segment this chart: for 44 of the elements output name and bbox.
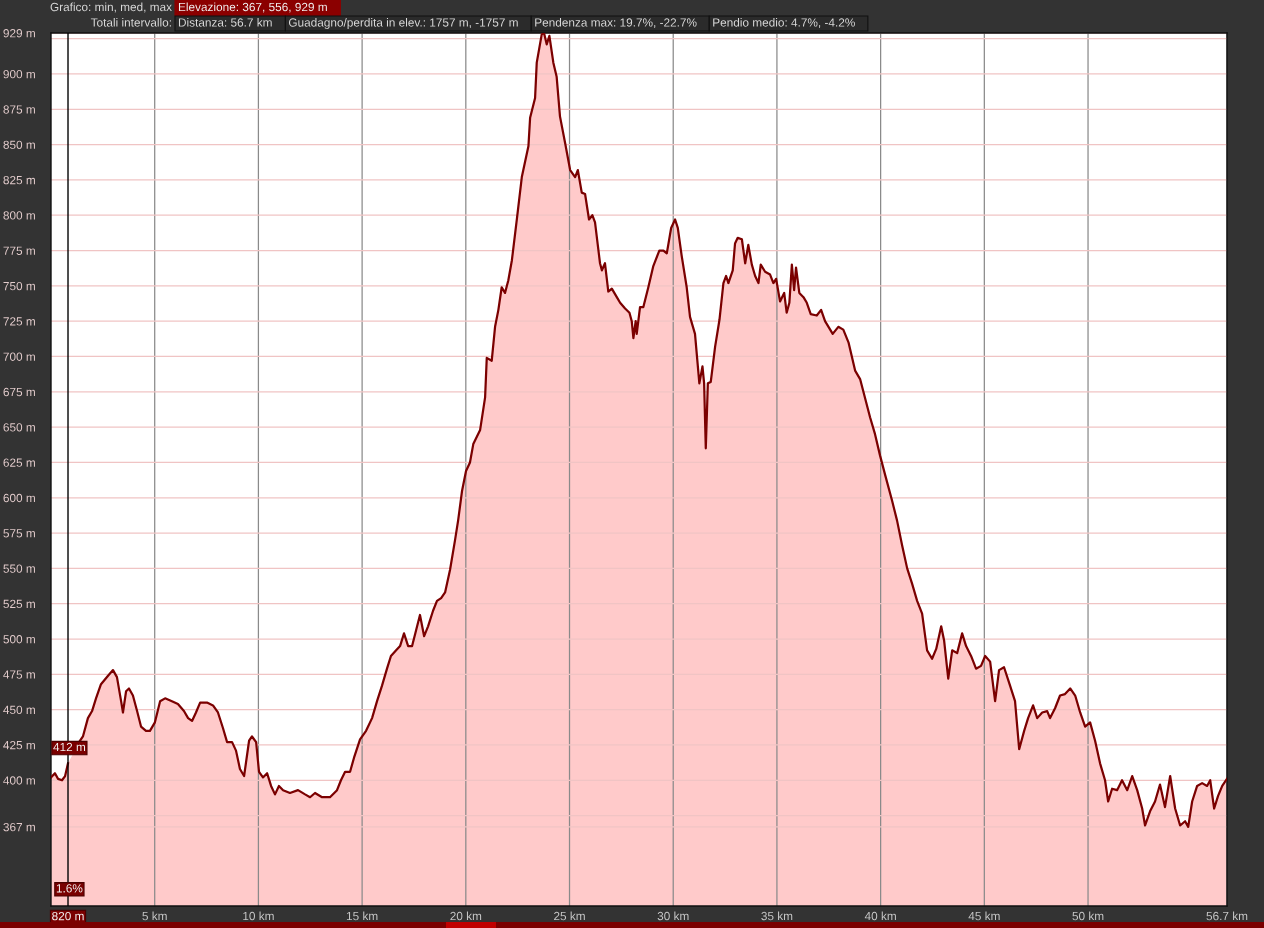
x-tick-label: 45 km: [968, 911, 1000, 921]
text: Totali intervallo:: [90, 18, 171, 27]
y-tick-label: 425 m: [3, 741, 35, 750]
x-tick-label: 10 km: [243, 911, 274, 921]
y-tick-label: 675 m: [3, 387, 35, 397]
x-tick-label: 30 km: [657, 911, 689, 921]
y-tick-label: 900 m: [3, 70, 35, 79]
x-tick-label: 40 km: [864, 911, 896, 921]
x-tick-label: 5 km: [142, 911, 167, 921]
y-tick-label: 575 m: [3, 529, 35, 538]
text: Pendenza max: 19.7%, -22.7%: [535, 18, 697, 29]
text: Guadagno/perdita in elev.: 1757 m, -1757 m: [288, 18, 518, 29]
y-tick-label: 525 m: [3, 599, 35, 609]
x-tick-label: 15 km: [346, 911, 378, 921]
y-tick-label: 500 m: [3, 635, 35, 644]
x-tick-label: 50 km: [1072, 911, 1104, 921]
y-tick-label: 600 m: [3, 493, 35, 503]
y-tick-label: 367 m: [3, 822, 35, 832]
y-tick-label: 400 m: [3, 776, 35, 785]
y-tick-label: 875 m: [3, 105, 35, 114]
y-tick-label: 800 m: [3, 211, 35, 220]
y-tick-label: 825 m: [3, 175, 35, 185]
annotation: 1.6%: [56, 884, 83, 893]
text: Elevazione: 367, 556, 929 m: [178, 2, 327, 13]
x-tick-label: 56.7 km: [1206, 911, 1248, 921]
y-tick-label: 929 m: [3, 29, 35, 38]
text: Grafico: min, med, max: [50, 2, 172, 13]
ref-line-label: 820 m: [52, 911, 84, 921]
y-tick-label: 750 m: [3, 281, 35, 291]
y-tick-label: 775 m: [3, 246, 35, 255]
text: Pendio medio: 4.7%, -4.2%: [713, 18, 855, 29]
y-tick-label: 550 m: [3, 564, 35, 573]
x-tick-label: 25 km: [554, 911, 585, 921]
y-tick-label: 725 m: [3, 317, 35, 326]
y-tick-label: 625 m: [3, 458, 35, 467]
y-tick-label: 475 m: [3, 670, 35, 679]
y-tick-label: 650 m: [3, 423, 35, 432]
y-tick-label: 850 m: [3, 140, 35, 149]
y-tick-label: 450 m: [3, 705, 35, 715]
y-tick-label: 700 m: [3, 352, 35, 361]
annotation: 412 m: [53, 742, 86, 752]
x-tick-label: 20 km: [450, 911, 482, 921]
text: Distanza: 56.7 km: [178, 18, 272, 27]
x-tick-label: 35 km: [761, 911, 793, 921]
